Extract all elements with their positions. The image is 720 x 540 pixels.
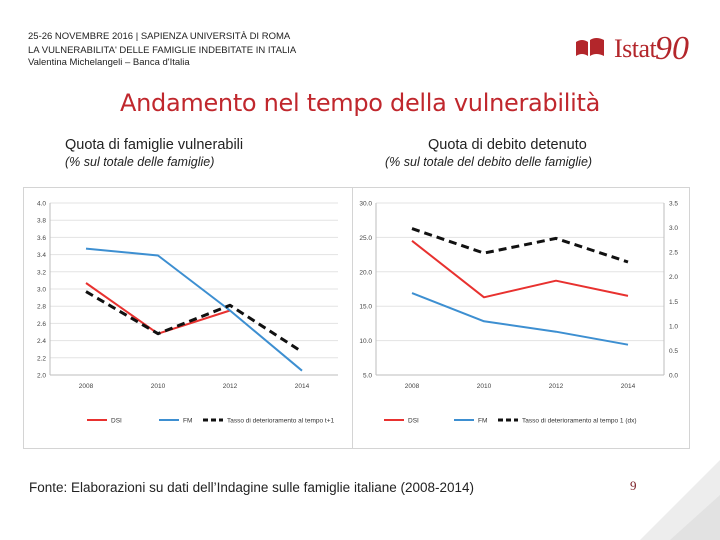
x-tick-label: 2010 xyxy=(151,383,166,390)
corner-decoration xyxy=(640,460,720,540)
y-tick-label: 2.8 xyxy=(37,304,46,311)
right-chart-subheading: (% sul totale del debito delle famiglie) xyxy=(385,155,593,169)
x-tick-label: 2010 xyxy=(477,383,492,390)
y2-tick-label: 2.5 xyxy=(669,250,678,257)
page-number: 9 xyxy=(630,478,637,493)
y2-tick-label: 3.5 xyxy=(669,201,678,208)
y-tick-label: 3.4 xyxy=(37,252,46,259)
right-chart-heading: Quota di debito detenuto xyxy=(428,137,587,153)
chart-frame xyxy=(352,187,690,449)
y-tick-label: 2.2 xyxy=(37,355,46,362)
y2-tick-label: 1.0 xyxy=(669,323,678,330)
series-line-dsi xyxy=(411,240,629,299)
page-title: Andamento nel tempo della vulnerabilità xyxy=(120,89,600,117)
y-tick-label: 5.0 xyxy=(363,373,372,380)
x-tick-label: 2008 xyxy=(79,383,94,390)
header-line-2: LA VULNERABILITA' DELLE FAMIGLIE INDEBIT… xyxy=(28,45,297,56)
series-line-tasso xyxy=(411,227,629,264)
right-line-chart: 30.0 25.0 20.0 15.0 10.0 5.0 3.5 3.0 2.5 2.0 1.5 1.… xyxy=(352,187,690,449)
source-note: Fonte: Elaborazioni su dati dell’Indagin… xyxy=(29,480,475,495)
header-line-3: Valentina Michelangeli – Banca d'Italia xyxy=(28,57,190,68)
x-tick-label: 2012 xyxy=(223,383,238,390)
y2-tick-label: 1.5 xyxy=(669,299,678,306)
y2-tick-label: 2.0 xyxy=(669,274,678,281)
legend-label: Tasso di deterioramento al tempo t+1 xyxy=(227,418,335,425)
series-line-fm xyxy=(411,292,629,346)
istat-logo: Istat 90 xyxy=(574,30,694,70)
series-line-tasso xyxy=(85,290,303,354)
logo-number: 90 xyxy=(655,30,689,67)
x-tick-label: 2012 xyxy=(549,383,564,390)
y2-tick-label: 0.5 xyxy=(669,348,678,355)
chart-frame xyxy=(23,187,353,449)
y2-tick-label: 3.0 xyxy=(669,225,678,232)
left-chart-subheading: (% sul totale delle famiglie) xyxy=(65,155,215,169)
y-tick-label: 3.0 xyxy=(37,287,46,294)
y-tick-label: 25.0 xyxy=(359,235,372,242)
x-tick-label: 2008 xyxy=(405,383,420,390)
header-line-1: 25-26 NOVEMBRE 2016 | SAPIENZA UNIVERSIT… xyxy=(28,31,291,42)
y-tick-label: 2.4 xyxy=(37,338,46,345)
x-tick-label: 2014 xyxy=(295,383,310,390)
y-tick-label: 20.0 xyxy=(359,269,372,276)
legend-label: Tasso di deterioramento al tempo 1 (dx) xyxy=(522,418,637,425)
y-tick-label: 4.0 xyxy=(37,201,46,208)
legend-label: FM xyxy=(183,418,192,425)
y-tick-label: 30.0 xyxy=(359,201,372,208)
y-tick-label: 10.0 xyxy=(359,338,372,345)
left-chart-heading: Quota di famiglie vulnerabili xyxy=(65,137,244,153)
logo-word: Istat xyxy=(614,34,657,63)
istat-logo-icon xyxy=(576,38,604,56)
y-tick-label: 3.2 xyxy=(37,269,46,276)
legend-label: FM xyxy=(478,418,487,425)
series-line-fm xyxy=(85,247,303,372)
left-line-chart: 4.0 3.8 3.6 3.4 3.2 3.0 2.8 2.6 2.4 2.2 2.0 2008 201… xyxy=(23,187,353,449)
y-tick-label: 2.6 xyxy=(37,321,46,328)
y2-tick-label: 0.0 xyxy=(669,373,678,380)
y-tick-label: 2.0 xyxy=(37,373,46,380)
y-tick-label: 15.0 xyxy=(359,304,372,311)
x-tick-label: 2014 xyxy=(621,383,636,390)
legend-label: DSI xyxy=(111,418,122,425)
y-tick-label: 3.6 xyxy=(37,235,46,242)
y-tick-label: 3.8 xyxy=(37,218,46,225)
legend-label: DSI xyxy=(408,418,419,425)
